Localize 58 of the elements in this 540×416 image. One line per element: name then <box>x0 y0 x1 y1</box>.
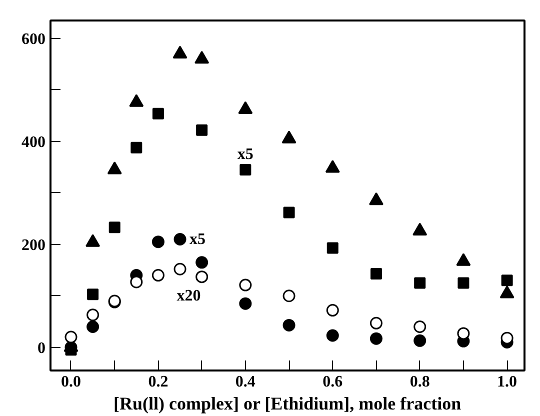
point <box>326 304 339 317</box>
point <box>458 277 470 289</box>
point <box>238 101 253 114</box>
point <box>174 262 186 276</box>
annotation: x5 <box>237 146 254 163</box>
point <box>282 130 296 144</box>
x-tick-label: 0.2 <box>148 374 168 390</box>
annotation: x5 <box>189 230 206 248</box>
point <box>414 334 426 347</box>
x-tick-label: 1.0 <box>497 374 518 390</box>
point <box>129 94 144 107</box>
point <box>172 46 188 58</box>
point <box>64 330 78 344</box>
point <box>368 192 384 206</box>
point <box>501 274 513 286</box>
x-tick-label: 0.6 <box>322 374 343 390</box>
point <box>194 50 210 64</box>
point <box>326 242 338 254</box>
y-tick-label: 600 <box>22 31 46 48</box>
point <box>196 256 208 269</box>
point <box>500 332 514 344</box>
y-tick-label: 400 <box>22 134 46 151</box>
point <box>174 233 186 246</box>
annotation: x20 <box>176 287 201 304</box>
point <box>240 164 252 176</box>
x-tick-label: 0.4 <box>235 374 256 390</box>
point <box>239 278 252 292</box>
point <box>414 277 426 289</box>
x-tick-label: 0.8 <box>410 374 430 390</box>
y-tick-label: 200 <box>22 236 46 254</box>
point <box>370 268 382 280</box>
point <box>152 269 164 282</box>
point <box>196 270 208 284</box>
point <box>283 206 295 218</box>
point <box>196 124 208 136</box>
point <box>326 329 339 342</box>
point <box>412 222 428 236</box>
point <box>282 290 296 302</box>
point <box>457 327 470 340</box>
point <box>370 332 382 345</box>
point <box>152 236 164 248</box>
point <box>282 318 296 332</box>
x-tick-label: 0.0 <box>60 374 81 390</box>
point <box>325 160 340 173</box>
point <box>239 297 252 310</box>
point <box>152 108 164 120</box>
point <box>414 320 426 333</box>
point <box>86 320 100 333</box>
x-axis-title: [Ru(ll) complex] or [Ethidium], mole fraction <box>114 394 462 414</box>
point <box>86 308 100 322</box>
point <box>108 222 120 234</box>
point <box>130 276 143 288</box>
point <box>87 288 99 300</box>
point <box>130 142 142 154</box>
point <box>107 162 122 174</box>
point <box>370 316 382 330</box>
y-tick-label: 0 <box>38 340 46 357</box>
point <box>86 234 100 247</box>
